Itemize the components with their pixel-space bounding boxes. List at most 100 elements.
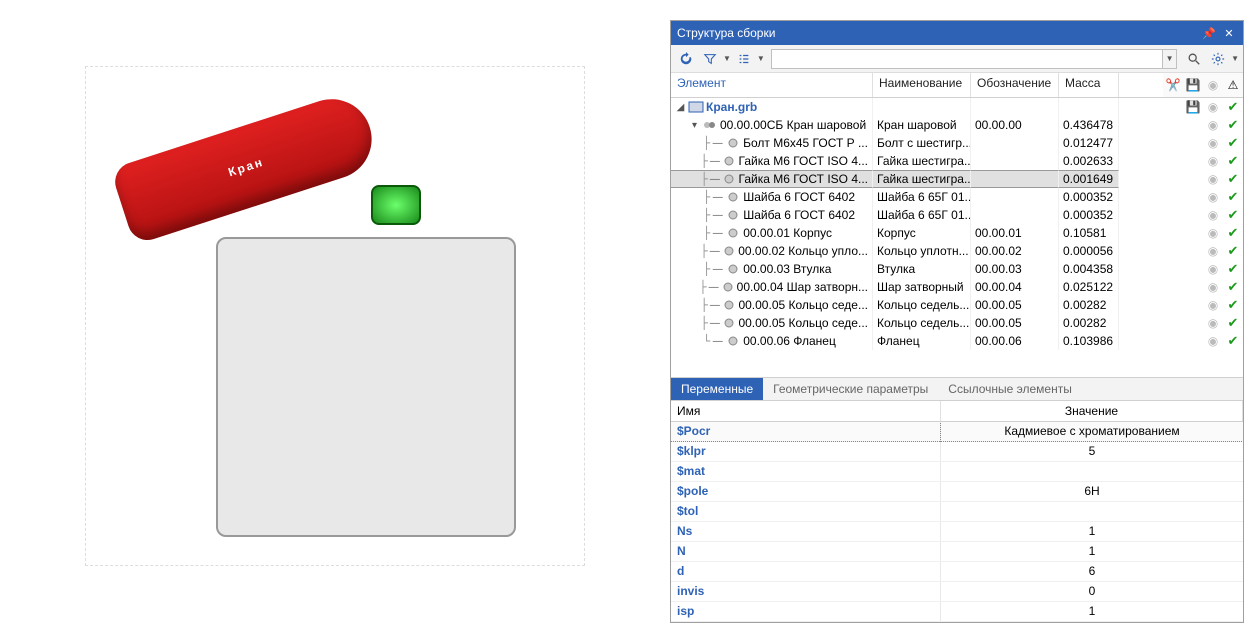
variable-row[interactable]: $PocrКадмиевое с хроматированием: [671, 422, 1243, 442]
variable-row[interactable]: $mat: [671, 462, 1243, 482]
expand-icon[interactable]: —: [710, 300, 720, 311]
expand-icon[interactable]: —: [710, 174, 720, 185]
tree-part-row[interactable]: └—00.00.06 ФланецФланец00.00.060.103986◉…: [671, 332, 1243, 350]
tab-variables[interactable]: Переменные: [671, 378, 763, 400]
visibility-icon[interactable]: ◉: [1203, 297, 1223, 313]
visibility-icon[interactable]: ◉: [1203, 117, 1223, 133]
visibility-icon[interactable]: ◉: [1203, 225, 1223, 241]
save-icon[interactable]: 💾: [1183, 99, 1203, 115]
part-label: Гайка М6 ГОСТ ISO 4...: [739, 154, 869, 168]
variable-row[interactable]: Ns1: [671, 522, 1243, 542]
visibility-icon[interactable]: ◉: [1203, 135, 1223, 151]
dropdown-icon[interactable]: ▼: [757, 54, 765, 63]
visibility-icon[interactable]: ◉: [1203, 207, 1223, 223]
gear-icon[interactable]: [1207, 48, 1229, 70]
expand-icon[interactable]: —: [712, 210, 723, 221]
visibility-icon[interactable]: ◉: [1203, 99, 1223, 115]
tree-assembly-row[interactable]: ▾ 00.00.00СБ Кран шаровой Кран шаровой 0…: [671, 116, 1243, 134]
tree-part-row[interactable]: ├—00.00.01 КорпусКорпус00.00.010.10581◉✔: [671, 224, 1243, 242]
expand-icon[interactable]: —: [712, 138, 723, 149]
tree-part-row[interactable]: ├—Шайба 6 ГОСТ 6402Шайба 6 65Г 01...0.00…: [671, 206, 1243, 224]
part-label: Гайка М6 ГОСТ ISO 4...: [739, 172, 869, 186]
tree-part-row[interactable]: ├—00.00.02 Кольцо упло...Кольцо уплотн..…: [671, 242, 1243, 260]
visibility-icon[interactable]: ◉: [1203, 333, 1223, 349]
variable-row[interactable]: isp1: [671, 602, 1243, 622]
visibility-icon[interactable]: ◉: [1203, 261, 1223, 277]
variable-value[interactable]: 5: [941, 442, 1243, 461]
var-col-name[interactable]: Имя: [671, 401, 941, 421]
tree-branch-icon: ├: [703, 190, 710, 204]
scissors-icon[interactable]: ✂️: [1163, 73, 1183, 97]
tree-branch-icon: ├: [701, 154, 708, 168]
variable-row[interactable]: d6: [671, 562, 1243, 582]
tab-geometry[interactable]: Геометрические параметры: [763, 378, 938, 400]
checklist-icon[interactable]: [733, 48, 755, 70]
part-mass: 0.012477: [1059, 134, 1119, 152]
save-icon[interactable]: 💾: [1183, 73, 1203, 97]
expand-icon[interactable]: ◢: [675, 102, 686, 113]
variable-value[interactable]: 1: [941, 542, 1243, 561]
dropdown-icon[interactable]: ▼: [723, 54, 731, 63]
filter-icon[interactable]: [699, 48, 721, 70]
col-element[interactable]: Элемент: [671, 73, 873, 97]
variable-row[interactable]: $pole6H: [671, 482, 1243, 502]
expand-icon[interactable]: —: [712, 192, 723, 203]
variable-value[interactable]: Кадмиевое с хроматированием: [941, 422, 1243, 441]
dropdown-icon[interactable]: ▼: [1231, 54, 1239, 63]
tree-part-row[interactable]: ├—Гайка М6 ГОСТ ISO 4...Гайка шестигра..…: [671, 170, 1243, 188]
variable-value[interactable]: [941, 502, 1243, 521]
tree-part-row[interactable]: ├—00.00.05 Кольцо седе...Кольцо седель..…: [671, 314, 1243, 332]
variable-row[interactable]: N1: [671, 542, 1243, 562]
3d-viewport[interactable]: Кран: [0, 0, 670, 631]
part-mass: 0.000056: [1059, 242, 1119, 260]
expand-icon[interactable]: —: [712, 228, 723, 239]
expand-icon[interactable]: —: [712, 336, 723, 347]
variable-row[interactable]: invis0: [671, 582, 1243, 602]
visibility-icon[interactable]: ◉: [1203, 189, 1223, 205]
variable-row[interactable]: $klpr5: [671, 442, 1243, 462]
visibility-icon[interactable]: ◉: [1203, 153, 1223, 169]
variable-value[interactable]: 6H: [941, 482, 1243, 501]
search-history-dropdown[interactable]: ▼: [1163, 49, 1177, 69]
visibility-icon[interactable]: ◉: [1203, 171, 1223, 187]
tree-part-row[interactable]: ├—00.00.04 Шар затворн...Шар затворный00…: [671, 278, 1243, 296]
var-col-value[interactable]: Значение: [941, 401, 1243, 421]
part-designation: [971, 134, 1059, 152]
visibility-icon[interactable]: ◉: [1203, 279, 1223, 295]
variable-row[interactable]: $tol: [671, 502, 1243, 522]
variable-value[interactable]: 1: [941, 522, 1243, 541]
warn-icon[interactable]: ⚠: [1223, 73, 1243, 97]
tree-part-row[interactable]: ├—Болт М6х45 ГОСТ Р ...Болт с шестигр...…: [671, 134, 1243, 152]
expand-icon[interactable]: ▾: [689, 120, 700, 131]
tree-part-row[interactable]: ├—00.00.05 Кольцо седе...Кольцо седель..…: [671, 296, 1243, 314]
tree-part-row[interactable]: ├—Шайба 6 ГОСТ 6402Шайба 6 65Г 01...0.00…: [671, 188, 1243, 206]
expand-icon[interactable]: —: [710, 318, 720, 329]
tree-part-row[interactable]: ├—00.00.03 ВтулкаВтулка00.00.030.004358◉…: [671, 260, 1243, 278]
tree-body[interactable]: ◢ Кран.grb 💾 ◉ ✔: [671, 98, 1243, 377]
expand-icon[interactable]: —: [710, 246, 720, 257]
close-icon[interactable]: ✕: [1221, 25, 1237, 41]
variables-body[interactable]: $PocrКадмиевое с хроматированием$klpr5$m…: [671, 422, 1243, 622]
pin-icon[interactable]: 📌: [1201, 25, 1217, 41]
eye-icon[interactable]: ◉: [1203, 73, 1223, 97]
variable-value[interactable]: [941, 462, 1243, 481]
col-name[interactable]: Наименование: [873, 73, 971, 97]
part-designation: 00.00.01: [971, 224, 1059, 242]
col-mass[interactable]: Масса: [1059, 73, 1119, 97]
part-designation: 00.00.06: [971, 332, 1059, 350]
visibility-icon[interactable]: ◉: [1203, 243, 1223, 259]
variable-value[interactable]: 1: [941, 602, 1243, 621]
search-icon[interactable]: [1183, 48, 1205, 70]
col-designation[interactable]: Обозначение: [971, 73, 1059, 97]
tree-root-row[interactable]: ◢ Кран.grb 💾 ◉ ✔: [671, 98, 1243, 116]
expand-icon[interactable]: —: [710, 156, 720, 167]
expand-icon[interactable]: —: [712, 264, 723, 275]
variable-value[interactable]: 0: [941, 582, 1243, 601]
tab-references[interactable]: Ссылочные элементы: [938, 378, 1082, 400]
expand-icon[interactable]: —: [709, 282, 719, 293]
variable-value[interactable]: 6: [941, 562, 1243, 581]
tree-part-row[interactable]: ├—Гайка М6 ГОСТ ISO 4...Гайка шестигра..…: [671, 152, 1243, 170]
search-input[interactable]: [771, 49, 1163, 69]
refresh-icon[interactable]: [675, 48, 697, 70]
visibility-icon[interactable]: ◉: [1203, 315, 1223, 331]
